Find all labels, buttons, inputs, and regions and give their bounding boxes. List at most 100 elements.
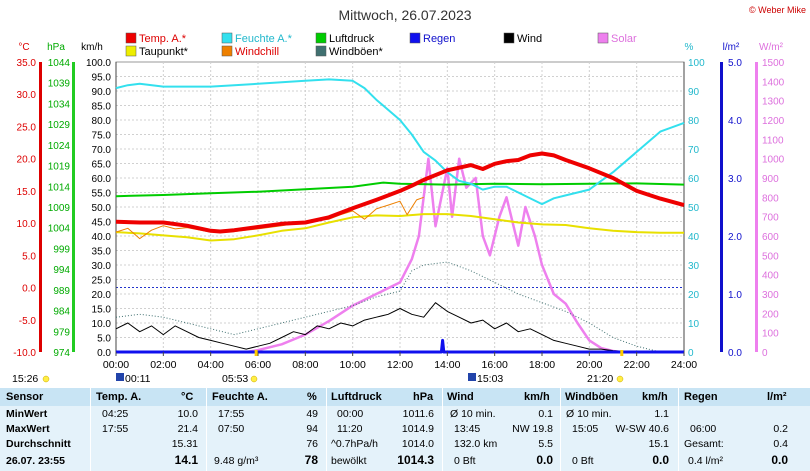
legend-swatch	[315, 32, 327, 44]
legend-swatch	[221, 45, 233, 57]
tick-solar: 1100	[762, 135, 784, 146]
tick-wind: 95.0	[92, 73, 112, 84]
unit-rain: l/m²	[723, 42, 740, 53]
press-avg-value: 1014.0	[401, 438, 434, 450]
hum-absolute: 9.48 g/m³	[214, 455, 259, 467]
press-max-time: 11:20	[337, 423, 363, 435]
tick-wind: 55.0	[92, 189, 112, 200]
x-tick-label: 02:00	[150, 359, 176, 371]
tick-solar: 0	[762, 348, 768, 359]
gust-current-value: 0.0	[652, 453, 669, 467]
x-tick-label: 24:00	[671, 359, 697, 371]
temp-current-value: 14.1	[174, 453, 198, 467]
tick-pressure: 994	[53, 265, 70, 276]
tick-pressure: 974	[53, 348, 70, 359]
x-tick-label: 04:00	[198, 359, 224, 371]
x-tick-label: 22:00	[624, 359, 650, 371]
rain-total-value: 0.4	[773, 438, 788, 450]
temp-avg-value: 15.31	[171, 438, 198, 450]
wind-max-dir: NW 19.8	[512, 423, 553, 435]
hum-min-value: 49	[306, 408, 318, 420]
unit-solar: W/m²	[759, 42, 784, 53]
header-pressure: Luftdruck	[331, 391, 382, 403]
wind-distance: 132.0 km	[454, 438, 498, 450]
axis-bar-temp	[39, 62, 42, 352]
header-wind-unit: km/h	[524, 391, 550, 403]
legend-label: Windböen*	[329, 46, 384, 58]
legend: Temp. A.* Feuchte A.* Luftdruck Regen Wind So…	[125, 32, 637, 58]
tick-wind: 10.0	[92, 319, 112, 330]
tick-solar: 700	[762, 213, 779, 224]
tick-wind: 90.0	[92, 87, 112, 98]
sunset-icon	[616, 375, 624, 383]
tick-rain: 1.0	[728, 290, 742, 301]
wind-current-value: 0.0	[536, 453, 553, 467]
tick-solar: 800	[762, 193, 779, 204]
series-feuchte-a	[115, 78, 685, 206]
axis-bar-rain	[720, 62, 723, 352]
x-tick-label: 06:00	[245, 359, 271, 371]
tick-humidity: 70	[688, 145, 700, 156]
tick-wind: 35.0	[92, 247, 112, 258]
tick-temp: 35.0	[17, 58, 37, 69]
tick-wind: 20.0	[92, 290, 112, 301]
col-separator	[90, 388, 91, 471]
series-wind	[115, 302, 684, 353]
legend-label: Regen	[423, 33, 455, 45]
press-max-value: 1014.9	[401, 423, 434, 435]
wind-min-label: Ø 10 min.	[450, 408, 496, 420]
tick-solar: 500	[762, 251, 779, 262]
temp-max-time: 17:55	[102, 423, 129, 435]
tick-rain: 5.0	[728, 58, 742, 69]
x-tick-label: 08:00	[292, 359, 318, 371]
tick-pressure: 979	[53, 327, 70, 338]
temp-min-time: 04:25	[102, 408, 129, 420]
tick-rain: 4.0	[728, 116, 742, 127]
tick-humidity: 100	[688, 58, 705, 69]
gust-avg-value: 15.1	[648, 438, 669, 450]
press-sky: bewölkt	[331, 455, 367, 467]
tick-humidity: 50	[688, 203, 700, 214]
legend-label: Windchill	[235, 46, 279, 58]
header-rain-unit: l/m²	[767, 391, 787, 403]
wind-min-value: 0.1	[538, 408, 553, 420]
legend-swatch	[221, 32, 233, 44]
col-separator	[560, 388, 561, 471]
hum-avg-value: 76	[306, 438, 318, 450]
legend-swatch	[125, 32, 137, 44]
tick-solar: 900	[762, 174, 779, 185]
header-rain: Regen	[684, 391, 718, 403]
rain-rate: 0.4 l/m²	[688, 455, 724, 467]
legend-swatch	[503, 32, 515, 44]
statistics-table: Sensor Temp. A. °C Feuchte A. % Luftdruc…	[0, 388, 810, 471]
moonrise-time: 00:11	[125, 373, 151, 385]
tick-rain: 3.0	[728, 174, 742, 185]
gust-bft: 0 Bft	[572, 455, 594, 467]
gust-max-dir: W-SW 40.6	[615, 423, 669, 435]
header-gust-unit: km/h	[642, 391, 668, 403]
x-tick-label: 12:00	[387, 359, 413, 371]
moonset-time: 15:03	[477, 373, 503, 385]
tick-wind: 40.0	[92, 232, 112, 243]
day-length: 15:26	[12, 373, 38, 385]
sunset-marker	[620, 350, 624, 356]
legend-label: Luftdruck	[329, 33, 375, 45]
tick-pressure: 1039	[48, 79, 71, 90]
tick-humidity: 30	[688, 261, 700, 272]
col-separator	[442, 388, 443, 471]
col-separator	[206, 388, 207, 471]
tick-solar: 1400	[762, 77, 785, 88]
sun-icon	[42, 375, 50, 383]
tick-pressure: 1024	[48, 141, 71, 152]
tick-humidity: 10	[688, 319, 700, 330]
tick-humidity: 80	[688, 116, 700, 127]
header-temp: Temp. A.	[96, 391, 142, 403]
table-body-bg	[0, 406, 810, 471]
unit-pressure: hPa	[47, 42, 65, 53]
row-label-min: MinWert	[6, 408, 48, 420]
tick-temp: 20.0	[17, 155, 37, 166]
tick-pressure: 1044	[48, 58, 71, 69]
legend-swatch	[315, 45, 327, 57]
legend-swatch	[409, 32, 421, 44]
axis-bar-pressure	[72, 62, 75, 352]
